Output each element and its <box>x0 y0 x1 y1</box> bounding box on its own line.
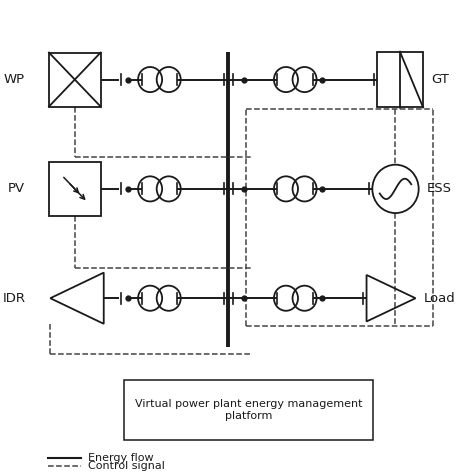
Text: Load: Load <box>424 292 456 305</box>
Text: Virtual power plant energy management
platform: Virtual power plant energy management pl… <box>135 399 362 421</box>
Text: Control signal: Control signal <box>88 461 165 471</box>
Bar <box>377 52 423 108</box>
Bar <box>49 162 100 216</box>
Text: ESS: ESS <box>427 182 452 195</box>
Text: IDR: IDR <box>3 292 26 305</box>
Bar <box>49 53 100 107</box>
Bar <box>124 380 373 440</box>
Text: WP: WP <box>3 73 25 86</box>
Text: Energy flow: Energy flow <box>88 453 154 463</box>
Text: PV: PV <box>7 182 25 195</box>
Text: GT: GT <box>431 73 449 86</box>
